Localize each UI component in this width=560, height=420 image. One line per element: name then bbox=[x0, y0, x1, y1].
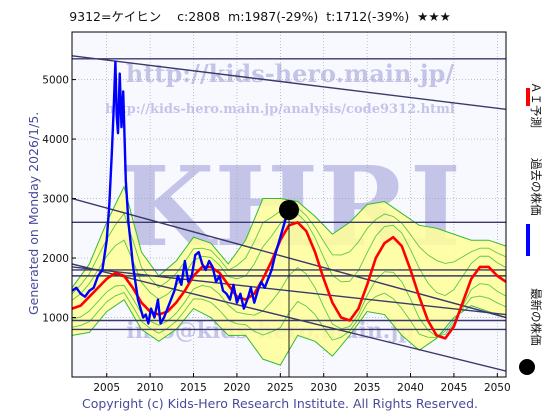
x-tick-label: 2040 bbox=[397, 382, 424, 394]
y-tick-label: 2000 bbox=[42, 253, 69, 265]
copyright-notice: Copyright (c) Kids-Hero Research Institu… bbox=[81, 396, 479, 411]
rating-stars: ★★★ bbox=[417, 9, 451, 24]
x-tick-label: 2025 bbox=[267, 382, 294, 394]
model-price: m:1987(-29%) bbox=[228, 9, 319, 24]
x-tick-label: 2020 bbox=[224, 382, 251, 394]
x-tick-label: 2050 bbox=[484, 382, 511, 394]
legend-past-label: 過去の株価 bbox=[529, 158, 543, 216]
x-axis: 2005 2010 2015 2020 2025 2030 2035 2040 2045 2050 bbox=[93, 373, 511, 394]
latest-price-dot bbox=[279, 199, 299, 220]
x-tick-label: 2005 bbox=[93, 382, 120, 394]
watermark-url-analysis: http://kids-hero.main.jp/analysis/code93… bbox=[105, 102, 455, 117]
generated-date: Generated on Monday 2026/1/5. bbox=[26, 111, 41, 315]
chart-header: 9312=ケイヒン c:2808 m:1987(-29%) t:1712(-39… bbox=[0, 6, 520, 25]
watermark-url: http://kids-hero.main.jp/ bbox=[126, 59, 454, 88]
x-tick-label: 2010 bbox=[137, 382, 164, 394]
y-tick-label: 3000 bbox=[42, 194, 69, 206]
close-price: c:2808 bbox=[177, 9, 221, 24]
legend: ＡＩ予測 過去の株価 最新の株価 bbox=[519, 82, 543, 375]
x-tick-label: 2045 bbox=[441, 382, 468, 394]
legend-latest-dot bbox=[519, 359, 535, 375]
trend-line bbox=[72, 55, 506, 111]
y-axis: 1000 2000 3000 4000 5000 bbox=[42, 75, 76, 325]
x-tick-label: 2015 bbox=[180, 382, 207, 394]
y-tick-label: 1000 bbox=[42, 313, 69, 325]
ticker-name: 9312=ケイヒン bbox=[69, 9, 162, 24]
target-price: t:1712(-39%) bbox=[326, 9, 410, 24]
x-tick-label: 2030 bbox=[310, 382, 337, 394]
plot-frame bbox=[71, 31, 507, 378]
current-markers bbox=[279, 199, 299, 377]
y-tick-label: 4000 bbox=[42, 134, 69, 146]
y-tick-label: 5000 bbox=[42, 75, 69, 87]
legend-latest-label: 最新の株価 bbox=[529, 288, 543, 346]
x-tick-label: 2035 bbox=[354, 382, 381, 394]
past-price-line bbox=[72, 60, 291, 325]
legend-ai-label: ＡＩ予測 bbox=[529, 82, 543, 128]
